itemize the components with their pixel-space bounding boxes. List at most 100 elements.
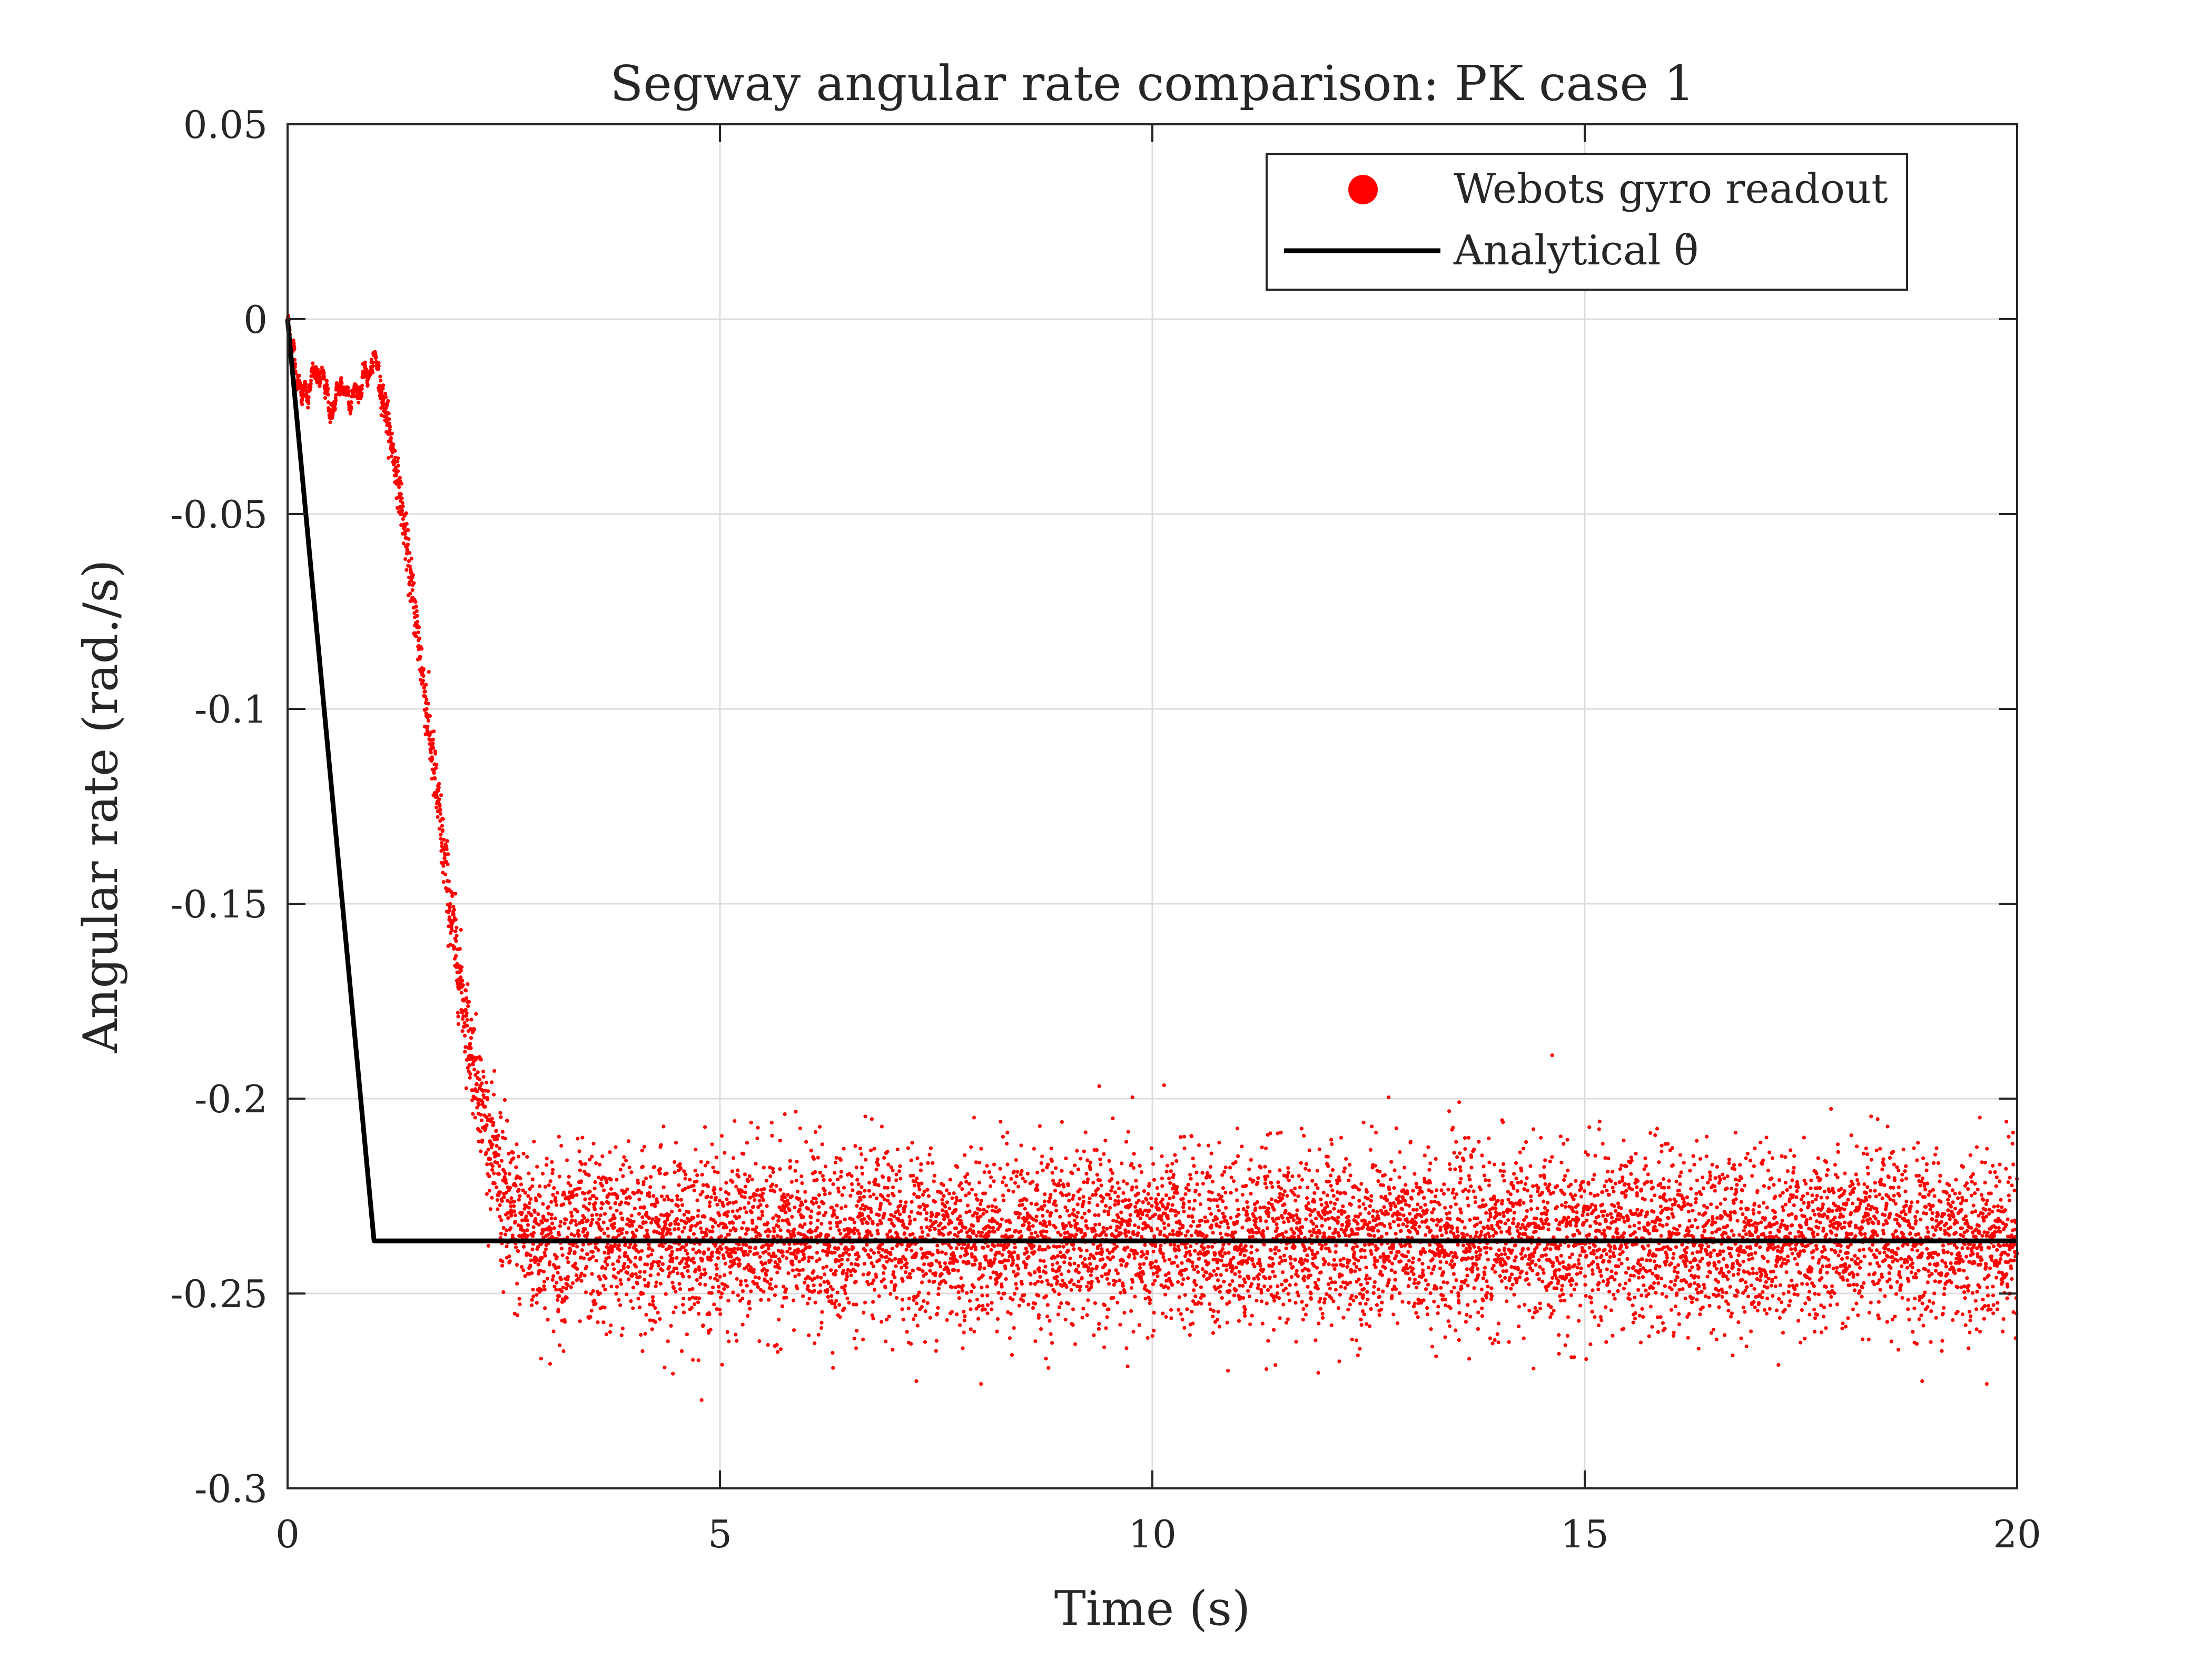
data-point (520, 1211, 524, 1215)
data-point (628, 1260, 633, 1264)
data-point (596, 1320, 600, 1325)
data-point (455, 925, 459, 930)
data-point (652, 1260, 656, 1264)
data-point (557, 1265, 561, 1269)
data-point (705, 1194, 709, 1199)
data-point (909, 1342, 913, 1346)
data-point (710, 1250, 715, 1255)
data-point (552, 1226, 557, 1230)
data-point (650, 1217, 655, 1221)
data-point (1163, 1292, 1168, 1297)
data-point (895, 1147, 900, 1152)
data-point (456, 1022, 461, 1026)
data-point (1174, 1255, 1178, 1259)
data-point (1117, 1215, 1121, 1219)
data-point (584, 1162, 588, 1166)
data-point (426, 724, 430, 728)
data-point (565, 1158, 569, 1162)
data-point (738, 1207, 743, 1211)
data-point (1169, 1169, 1173, 1173)
data-point (1179, 1231, 1183, 1236)
data-point (709, 1291, 714, 1295)
data-point (868, 1217, 872, 1221)
data-point (798, 1126, 802, 1131)
data-point (1147, 1182, 1151, 1186)
data-point (765, 1269, 769, 1273)
data-point (930, 1212, 934, 1217)
data-point (925, 1203, 930, 1208)
data-point (668, 1271, 672, 1275)
data-point (1096, 1187, 1100, 1191)
data-point (1129, 1309, 1133, 1313)
data-point (827, 1191, 832, 1196)
data-point (516, 1249, 520, 1253)
data-point (1239, 1243, 1243, 1248)
data-point (1077, 1279, 1081, 1283)
data-point (967, 1299, 972, 1303)
data-point (1150, 1228, 1154, 1233)
data-point (520, 1218, 525, 1222)
data-point (561, 1286, 565, 1290)
data-point (653, 1204, 657, 1208)
data-point (730, 1180, 735, 1184)
data-point (708, 1200, 712, 1204)
data-point (840, 1258, 844, 1262)
data-point (1219, 1220, 1223, 1224)
data-point (1201, 1232, 1205, 1237)
data-point (639, 1225, 644, 1230)
data-point (1083, 1233, 1088, 1237)
data-point (1031, 1306, 1035, 1310)
data-point (534, 1199, 538, 1203)
data-point (641, 1180, 646, 1184)
data-point (960, 1289, 964, 1293)
data-point (976, 1219, 980, 1223)
data-point (774, 1184, 778, 1188)
data-point (496, 1207, 500, 1211)
data-point (1152, 1310, 1156, 1315)
data-point (436, 815, 440, 819)
data-point (917, 1290, 921, 1295)
data-point (671, 1286, 676, 1290)
data-point (754, 1225, 758, 1229)
data-point (403, 557, 408, 561)
data-point (1005, 1162, 1010, 1167)
data-point (1234, 1266, 1238, 1270)
data-point (1217, 1209, 1221, 1213)
data-point (1219, 1284, 1223, 1289)
data-point (1215, 1217, 1219, 1221)
data-point (722, 1287, 726, 1291)
data-point (1105, 1315, 1109, 1319)
data-point (797, 1208, 802, 1212)
data-point (535, 1164, 539, 1169)
data-point (707, 1204, 712, 1208)
data-point (698, 1250, 702, 1254)
data-point (1119, 1231, 1123, 1236)
data-point (453, 892, 458, 896)
data-point (586, 1208, 591, 1212)
data-point (834, 1156, 838, 1160)
data-point (603, 1287, 607, 1291)
data-point (923, 1340, 927, 1344)
data-point (1001, 1134, 1005, 1139)
data-point (992, 1260, 996, 1265)
data-point (799, 1174, 804, 1179)
data-point (872, 1251, 876, 1255)
data-point (1114, 1228, 1119, 1232)
data-point (518, 1302, 522, 1307)
data-point (1038, 1124, 1042, 1128)
data-point (781, 1250, 785, 1254)
data-point (600, 1154, 605, 1159)
data-point (1053, 1199, 1057, 1203)
data-point (1133, 1204, 1138, 1209)
data-point (641, 1291, 645, 1296)
data-point (928, 1228, 932, 1232)
data-point (822, 1201, 826, 1206)
data-point (936, 1292, 941, 1296)
data-point (855, 1204, 859, 1208)
data-point (593, 1201, 597, 1205)
data-point (1190, 1309, 1194, 1314)
data-point (495, 1161, 499, 1165)
data-point (616, 1259, 620, 1263)
data-point (770, 1287, 774, 1291)
